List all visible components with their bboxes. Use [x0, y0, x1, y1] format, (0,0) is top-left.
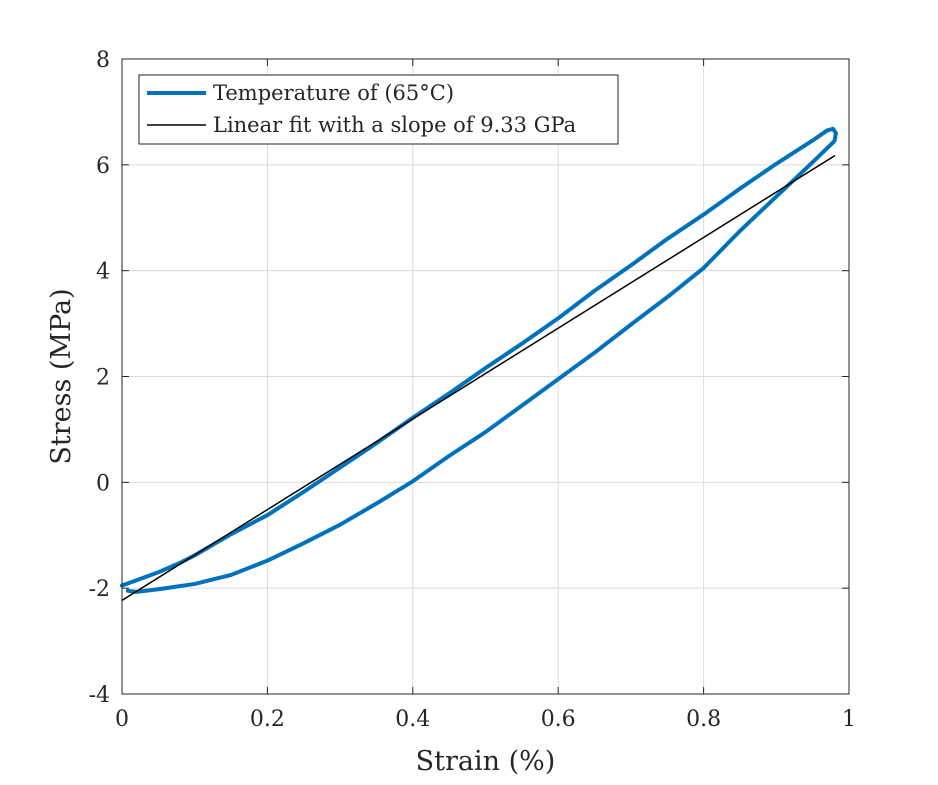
y-axis-label: Stress (MPa) — [46, 288, 77, 464]
grid — [121, 58, 850, 695]
axis-ticks: 0 0.2 0.4 0.6 0.8 1 -4 -2 0 2 4 6 8 — [89, 48, 856, 732]
y-tick-label: -4 — [89, 683, 110, 708]
y-tick-label: 6 — [96, 154, 110, 179]
y-tick-label: 8 — [96, 48, 110, 73]
x-tick-label: 0.6 — [541, 707, 576, 732]
x-tick-label: 0.2 — [250, 707, 285, 732]
x-tick-label: 0.4 — [395, 707, 430, 732]
x-tick-label: 1 — [842, 707, 856, 732]
legend: Temperature of (65°C) Linear fit with a … — [138, 74, 619, 145]
series-layer — [120, 126, 838, 602]
legend-label-series-0: Temperature of (65°C) — [213, 81, 454, 105]
x-tick-label: 0.8 — [686, 707, 721, 732]
y-tick-label: 4 — [96, 260, 110, 285]
series-line-0 — [120, 126, 838, 594]
y-tick-label: 0 — [96, 471, 110, 496]
legend-label-series-1: Linear fit with a slope of 9.33 GPa — [213, 113, 576, 137]
y-tick-label: 2 — [96, 366, 110, 391]
x-axis-label: Strain (%) — [416, 746, 556, 777]
legend-box — [138, 74, 619, 145]
x-tick-label: 0 — [115, 707, 129, 732]
series-line-1 — [121, 155, 836, 602]
y-tick-label: -2 — [89, 577, 110, 602]
